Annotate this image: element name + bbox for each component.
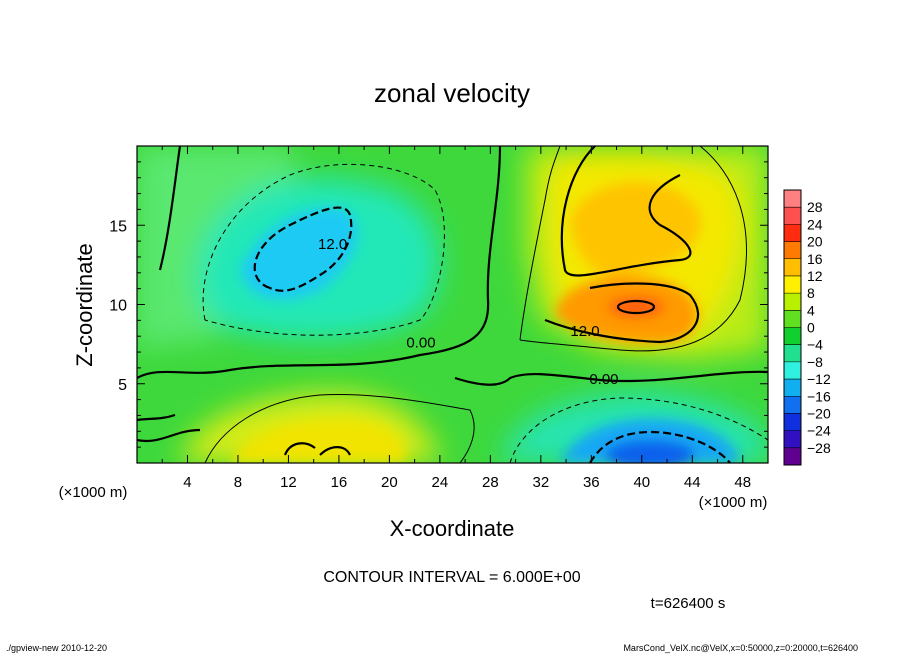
colorbar-swatch — [784, 447, 801, 466]
contour-zero-lower — [454, 370, 768, 386]
colorbar-swatch — [784, 379, 801, 397]
x-tick-label: 32 — [532, 474, 549, 491]
x-tick-label: 40 — [633, 474, 650, 491]
x-tick-label: 20 — [381, 474, 398, 491]
contour-pos6-right — [519, 146, 747, 352]
contour-lines — [137, 146, 768, 463]
colorbar-swatch — [784, 275, 801, 294]
contour-zero-bottom-left — [137, 413, 201, 443]
contour-label: 0.00 — [589, 371, 618, 388]
y-axis: 5 10 15 — [109, 161, 768, 448]
colorbar-label: −24 — [807, 423, 831, 439]
colorbar-label: −12 — [807, 371, 831, 387]
x-tick-label: 28 — [482, 474, 499, 491]
colorbar-swatch — [784, 258, 801, 277]
x-tick-label: 16 — [331, 474, 348, 491]
x-tick-label: 24 — [432, 474, 449, 491]
colorbar-swatch — [784, 224, 801, 243]
contour-pos6-bottom-left — [204, 394, 475, 463]
footer-right: MarsCond_VelX.nc@VelX,x=0:50000,z=0:2000… — [623, 643, 858, 653]
chart-title: zonal velocity — [374, 78, 530, 108]
y-tick-label: 5 — [118, 377, 127, 394]
colorbar-swatch — [784, 413, 801, 432]
colorbar-label: −28 — [807, 440, 831, 456]
contour-label: 0.00 — [406, 334, 435, 351]
x-axis-label: X-coordinate — [390, 516, 515, 541]
colorbar-swatch — [784, 241, 801, 260]
contour-labels: 12.0 0.00 12.0 0.00 — [318, 236, 619, 388]
contour-pos12-bottom-left — [283, 442, 352, 456]
colorbar-label: 4 — [807, 302, 815, 318]
time-text: t=626400 s — [651, 595, 726, 612]
colorbar-swatch — [784, 361, 801, 380]
colorbar-label: 28 — [807, 199, 823, 215]
colorbar-label: 8 — [807, 285, 815, 301]
x-tick-label: 4 — [183, 474, 191, 491]
contour-zero-top-left — [158, 146, 182, 271]
contour-neg6-left — [202, 163, 445, 336]
x-tick-label: 48 — [734, 474, 751, 491]
colorbar-swatch — [784, 327, 801, 346]
contour-neg12-left — [253, 206, 353, 292]
colorbar-swatch — [784, 344, 801, 363]
colorbar-swatch — [784, 293, 801, 311]
colorbar-label: 20 — [807, 234, 823, 250]
contour-label: 12.0 — [570, 323, 599, 340]
y-axis-label: Z-coordinate — [72, 243, 97, 367]
contour-neg12-bottom-right — [589, 430, 731, 463]
x-tick-label: 36 — [583, 474, 600, 491]
colorbar-label: 16 — [807, 251, 823, 267]
x-tick-label: 12 — [280, 474, 297, 491]
field-jet-max — [608, 297, 664, 317]
colorbar-swatch — [784, 190, 801, 208]
colorbar-label: −8 — [807, 354, 823, 370]
field-bottom-left-core — [230, 419, 407, 463]
colorbar-swatch — [784, 430, 801, 449]
colorbar-swatch — [784, 310, 801, 328]
colorbar-swatch — [784, 396, 801, 414]
colorbar-label: −4 — [807, 337, 823, 353]
field-bottom-right-max — [605, 440, 695, 463]
colorbar-swatch — [784, 207, 801, 225]
y-axis-unit: (×1000 m) — [59, 484, 128, 501]
x-tick-label: 44 — [684, 474, 701, 491]
y-tick-label: 10 — [109, 298, 127, 315]
x-axis-unit: (×1000 m) — [699, 494, 768, 511]
heatmap-field: 12.0 0.00 12.0 0.00 — [137, 146, 768, 463]
contour-jet-max — [616, 299, 656, 315]
field-upper-negative-core — [240, 207, 358, 300]
y-tick-label: 15 — [109, 218, 127, 235]
x-axis: 4 8 12 16 20 24 28 32 36 40 44 48 — [161, 146, 751, 491]
colorbar-label: 0 — [807, 320, 815, 336]
contour-neg6-bottom-right — [509, 397, 768, 463]
field-upper-right-orange — [570, 181, 701, 278]
footer-left: ./gpview-new 2010-12-20 — [6, 643, 107, 653]
contour-zero-left — [137, 146, 502, 379]
colorbar-label: −20 — [807, 405, 831, 421]
contour-12-right — [544, 146, 700, 344]
colorbar-label: 12 — [807, 268, 823, 284]
colorbar-label: −16 — [807, 388, 831, 404]
contour-interval-text: CONTOUR INTERVAL = 6.000E+00 — [323, 569, 580, 586]
colorbar-label: 24 — [807, 216, 823, 232]
x-tick-label: 8 — [234, 474, 242, 491]
contour-label: 12.0 — [318, 236, 347, 253]
